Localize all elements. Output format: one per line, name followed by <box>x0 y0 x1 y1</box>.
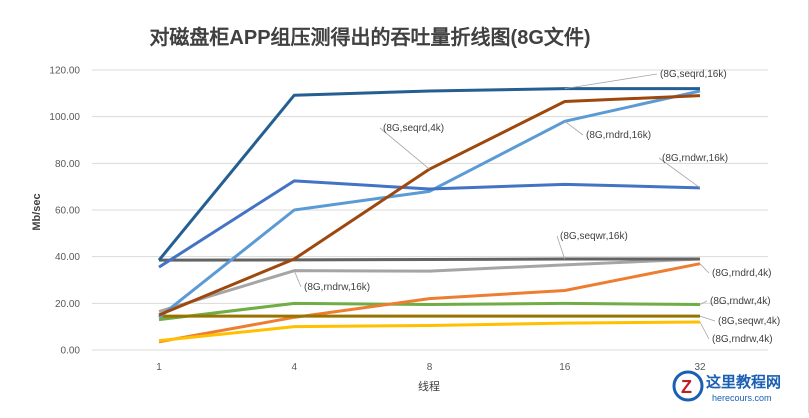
series-line <box>158 320 701 343</box>
y-tick-label: 100.00 <box>49 112 80 123</box>
data-label-leader <box>293 270 302 288</box>
data-label-leader <box>658 157 701 189</box>
data-label-leader <box>556 235 566 260</box>
y-axis-label: Mb/sec <box>31 193 43 230</box>
series-line <box>158 257 701 313</box>
x-tick-label: 16 <box>559 362 571 373</box>
data-label: (8G,rndrd,4k) <box>712 268 771 279</box>
y-tick-label: 60.00 <box>55 206 80 217</box>
data-label-leader <box>699 321 710 340</box>
y-tick-label: 80.00 <box>55 159 80 170</box>
data-label-leader <box>379 127 430 170</box>
data-label: (8G,rndwr,16k) <box>662 153 728 164</box>
data-label-leader <box>699 300 708 305</box>
watermark-logo-icon <box>672 370 704 402</box>
data-label: (8G,rndrw,16k) <box>304 282 370 293</box>
data-label: (8G,seqrd,16k) <box>660 69 727 80</box>
y-tick-label: 40.00 <box>55 252 80 263</box>
y-tick-label: 120.00 <box>49 66 80 77</box>
series-line <box>158 262 701 344</box>
series-line <box>158 89 701 319</box>
series-line <box>158 179 701 269</box>
data-label-leader <box>699 315 716 322</box>
series-line <box>158 257 700 262</box>
watermark-logo-letter: Z <box>681 377 692 397</box>
data-label-leader <box>699 263 710 274</box>
data-label: (8G,seqwr,16k) <box>560 231 628 242</box>
data-label: (8G,rndrd,16k) <box>586 130 651 141</box>
y-tick-labels: 0.00 20.00 40.00 60.00 80.00 100.00 120.00 <box>49 66 80 357</box>
series-line <box>157 87 700 262</box>
series-line <box>158 301 701 322</box>
x-tick-labels: 1 4 8 16 32 <box>156 362 706 373</box>
data-label: (8G,rndwr,4k) <box>710 296 771 307</box>
gridlines <box>92 69 768 351</box>
data-label: (8G,seqwr,4k) <box>718 316 780 327</box>
data-label: (8G,seqrd,4k) <box>383 123 444 134</box>
x-tick-label: 1 <box>156 362 162 373</box>
data-labels: (8G,seqrd,16k) (8G,rndwr,16k) (8G,rndrd,16… <box>293 69 780 345</box>
x-tick-label: 4 <box>291 362 297 373</box>
watermark: Z 这里教程网 herecours.com <box>672 370 781 403</box>
data-label-leader <box>564 73 658 90</box>
watermark-name: 这里教程网 <box>706 373 781 391</box>
data-label-leader <box>564 121 584 136</box>
chart-title: 对磁盘柜APP组压测得出的吞吐量折线图(8G文件) <box>149 25 590 49</box>
y-tick-label: 20.00 <box>55 299 80 310</box>
x-axis-label: 线程 <box>418 379 440 393</box>
data-label: (8G,rndrw,4k) <box>712 334 773 345</box>
x-tick-label: 32 <box>694 362 706 373</box>
y-tick-label: 0.00 <box>61 346 81 357</box>
series-lines <box>157 87 701 344</box>
watermark-url: herecours.com <box>712 393 772 403</box>
x-tick-label: 8 <box>427 362 433 373</box>
